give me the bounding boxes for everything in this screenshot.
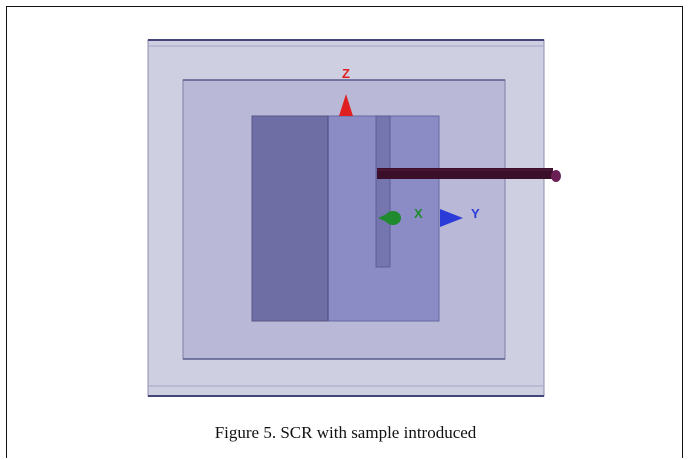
y-axis-label: Y <box>471 206 480 221</box>
y-axis-arrow <box>440 209 463 227</box>
figure-caption: Figure 5. SCR with sample introduced <box>214 423 477 442</box>
cavity-left-block <box>251 115 331 322</box>
z-axis-arrow <box>339 94 353 116</box>
probe-tip <box>551 170 561 182</box>
x-axis-label: X <box>414 206 423 221</box>
probe-rod <box>377 168 553 179</box>
sample-slot <box>375 115 391 268</box>
z-axis-label: Z <box>342 66 350 81</box>
x-axis-cone <box>378 211 393 225</box>
